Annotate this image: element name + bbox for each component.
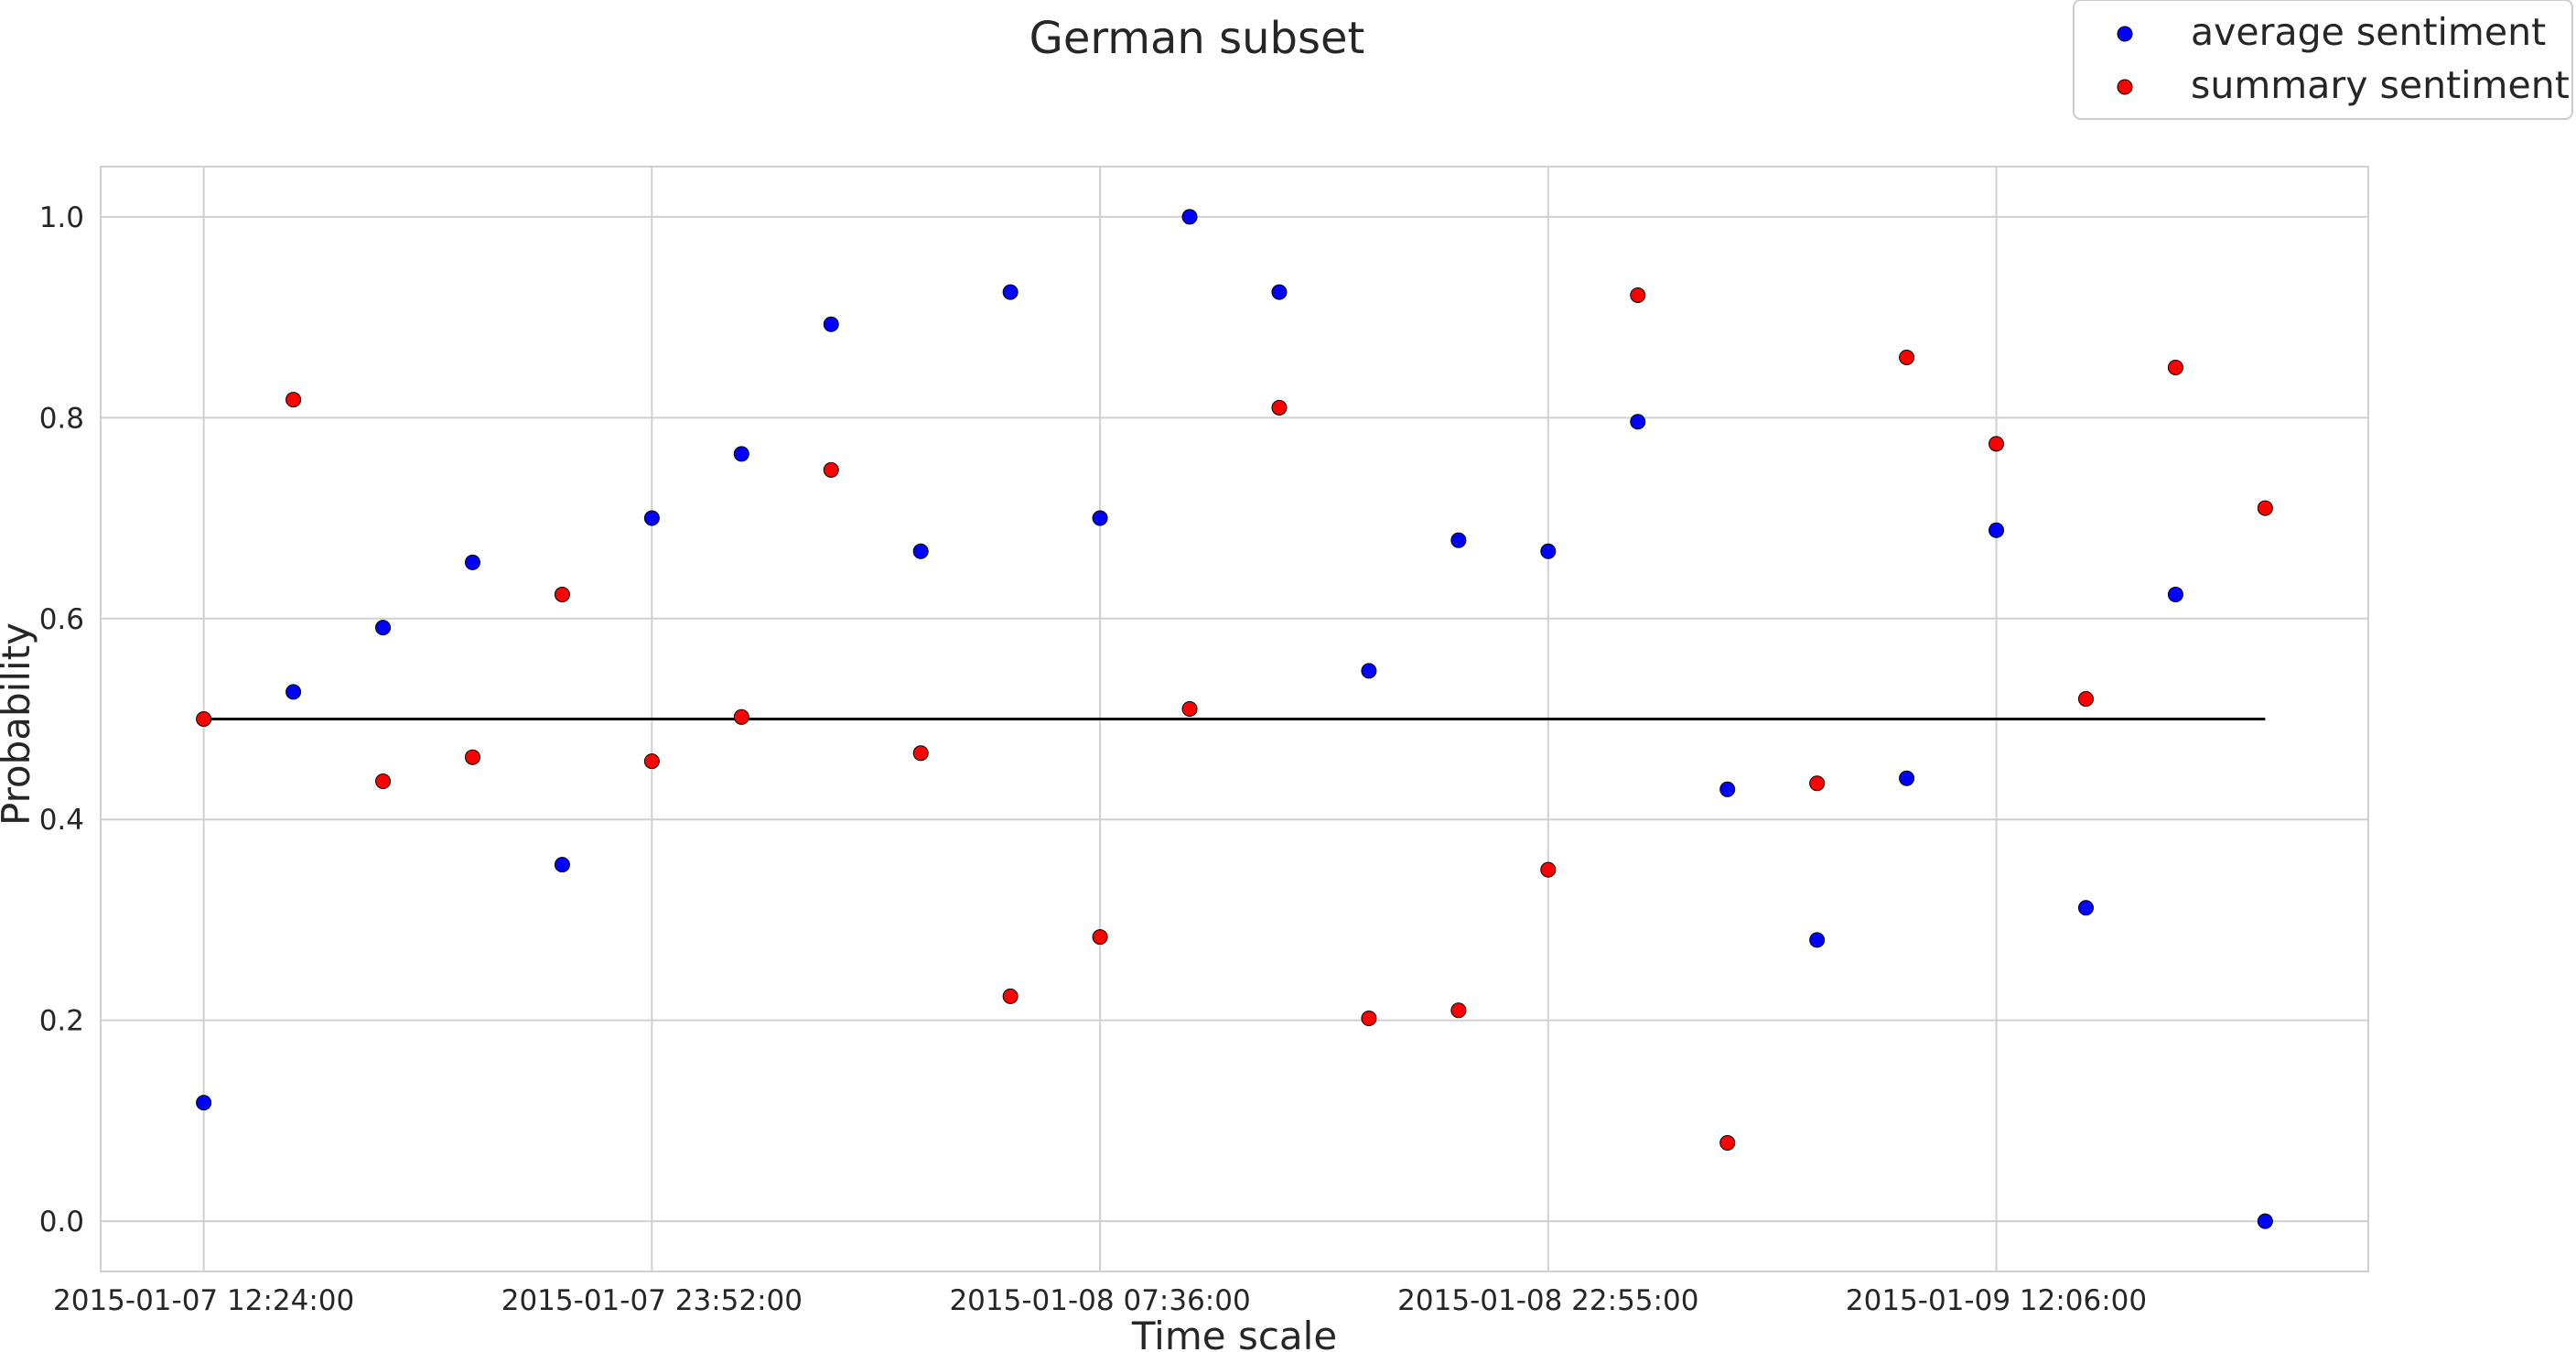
- data-point: [196, 711, 212, 727]
- data-point: [196, 1095, 212, 1111]
- y-tick-label: 0.8: [39, 402, 84, 435]
- data-point: [2167, 586, 2183, 602]
- data-point: [554, 586, 570, 602]
- y-tick-labels: 0.0 0.2 0.4 0.6 0.8 1.0: [39, 201, 84, 1238]
- x-tick-labels: 2015-01-07 12:24:00 2015-01-07 23:52:00 20…: [53, 1284, 2147, 1317]
- data-point: [1540, 861, 1557, 878]
- data-point: [643, 510, 660, 526]
- data-point: [1899, 770, 1915, 786]
- data-point: [733, 708, 749, 725]
- legend-frame: [2073, 0, 2573, 120]
- data-point: [1989, 436, 2005, 452]
- data-point: [1271, 399, 1288, 416]
- data-point: [733, 446, 749, 462]
- data-point: [1809, 775, 1826, 792]
- series-average-sentiment: [196, 209, 2273, 1229]
- y-tick-label: 0.0: [39, 1206, 84, 1238]
- data-point: [1361, 663, 1377, 679]
- data-point: [1989, 522, 2005, 538]
- data-point: [1450, 532, 1467, 548]
- data-point: [2077, 900, 2094, 916]
- data-point: [823, 461, 839, 478]
- data-points: [196, 209, 2273, 1229]
- data-point: [1181, 209, 1198, 225]
- legend-label-summary-sentiment: summary sentiment: [2191, 63, 2570, 107]
- data-point: [912, 745, 929, 762]
- data-point: [912, 543, 929, 559]
- chart-title: German subset: [1029, 13, 1365, 64]
- y-tick-label: 0.6: [39, 603, 84, 636]
- y-tick-label: 0.2: [39, 1005, 84, 1038]
- data-point: [1271, 284, 1288, 300]
- data-point: [1630, 414, 1646, 430]
- y-tick-label: 1.0: [39, 201, 84, 234]
- data-point: [554, 857, 570, 873]
- data-point: [375, 773, 392, 790]
- data-point: [1450, 1002, 1467, 1019]
- data-point: [1092, 510, 1108, 526]
- x-tick-label: 2015-01-08 07:36:00: [949, 1284, 1250, 1317]
- legend: average sentiment summary sentiment: [2073, 0, 2573, 120]
- series-summary-sentiment: [196, 287, 2273, 1152]
- data-point: [1181, 701, 1198, 718]
- data-point: [2167, 359, 2183, 375]
- legend-marker-summary-sentiment: [2117, 79, 2133, 95]
- data-point: [1361, 1010, 1377, 1026]
- x-tick-label: 2015-01-07 12:24:00: [53, 1284, 354, 1317]
- data-point: [1002, 988, 1019, 1004]
- data-point: [464, 749, 480, 765]
- x-tick-label: 2015-01-07 23:52:00: [501, 1284, 803, 1317]
- y-tick-label: 0.4: [39, 804, 84, 837]
- data-point: [823, 316, 839, 332]
- data-point: [1540, 543, 1557, 559]
- data-point: [1719, 1135, 1736, 1152]
- data-point: [2077, 691, 2094, 708]
- data-point: [1002, 284, 1019, 300]
- y-axis-label: Probability: [0, 622, 38, 826]
- legend-label-average-sentiment: average sentiment: [2191, 10, 2546, 54]
- data-point: [286, 684, 302, 700]
- data-point: [2257, 1213, 2273, 1229]
- data-point: [286, 392, 302, 408]
- data-point: [643, 753, 660, 770]
- data-point: [1630, 287, 1646, 303]
- data-point: [1809, 932, 1826, 948]
- data-point: [1719, 781, 1736, 797]
- data-point: [464, 554, 480, 570]
- x-tick-label: 2015-01-08 22:55:00: [1397, 1284, 1698, 1317]
- x-axis-label: Time scale: [1131, 1314, 1337, 1352]
- data-point: [1899, 349, 1915, 365]
- data-point: [375, 620, 392, 636]
- legend-marker-average-sentiment: [2117, 26, 2133, 42]
- x-tick-label: 2015-01-09 12:06:00: [1846, 1284, 2147, 1317]
- data-point: [1092, 929, 1108, 946]
- data-point: [2257, 500, 2273, 516]
